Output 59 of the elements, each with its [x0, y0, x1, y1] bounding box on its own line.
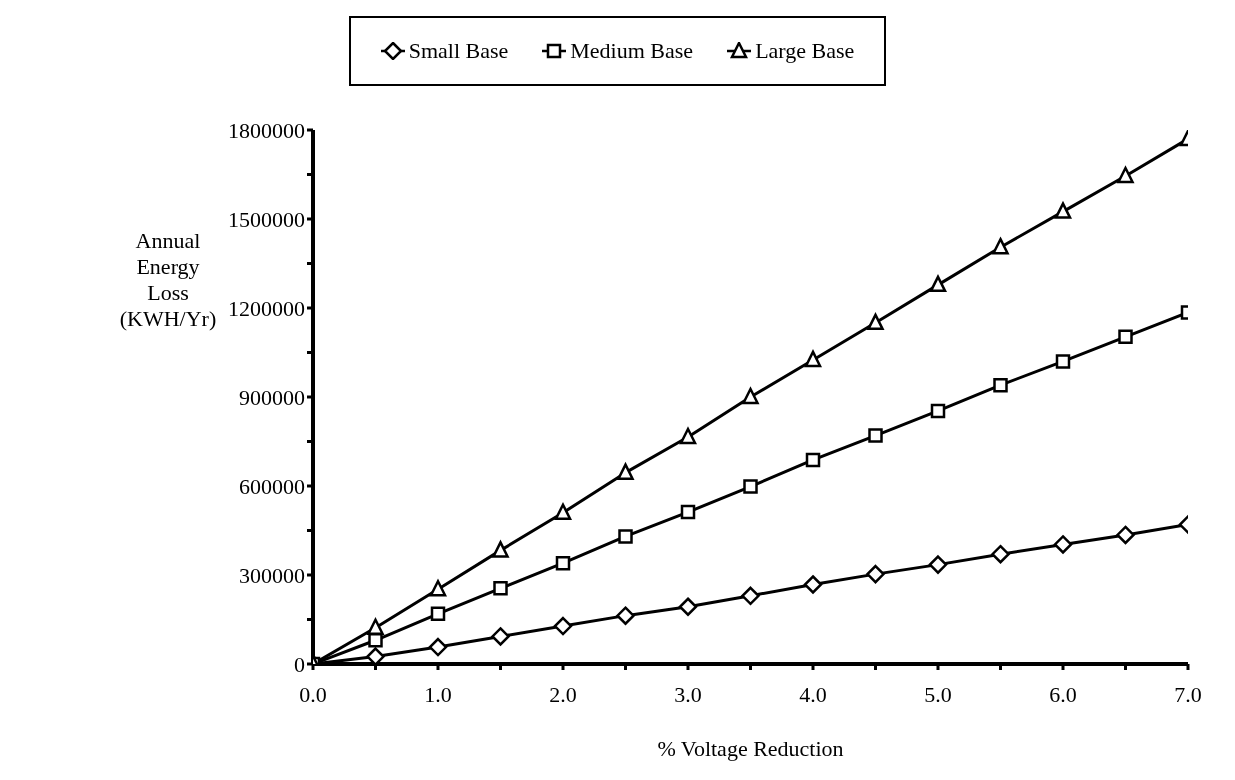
point [616, 606, 635, 625]
point [866, 564, 885, 584]
point [805, 452, 821, 468]
x-tick-label: 6.0 [1049, 681, 1077, 707]
point [743, 479, 758, 494]
point [1054, 202, 1072, 219]
legend-label: Medium Base [569, 38, 694, 64]
point [679, 427, 697, 445]
y-tick-label: 1500000 [228, 206, 305, 232]
point [618, 529, 633, 544]
point [991, 544, 1010, 564]
point [992, 237, 1009, 255]
x-tick-label: 2.0 [549, 681, 577, 707]
y-tick-label: 900000 [239, 384, 305, 410]
point [429, 579, 447, 597]
y-tick-label: 0 [294, 651, 305, 677]
point [1055, 354, 1071, 369]
point [428, 637, 448, 657]
point [1053, 535, 1073, 554]
x-tick-label: 0.0 [299, 681, 327, 707]
y-tick-label: 1200000 [228, 295, 305, 321]
y-tick-label: 300000 [239, 562, 305, 588]
point [555, 555, 571, 571]
point [803, 575, 823, 594]
x-axis-title: % Voltage Reduction [657, 736, 844, 761]
point [680, 504, 696, 520]
legend-label: Large Base [754, 38, 855, 64]
point [742, 387, 759, 405]
point [804, 350, 822, 368]
x-tick-label: 5.0 [924, 681, 952, 707]
point [678, 597, 698, 616]
point [930, 403, 946, 419]
x-tick-label: 1.0 [424, 681, 452, 707]
point [367, 618, 384, 636]
point [553, 616, 573, 636]
y-tick-label: 1800000 [228, 117, 305, 143]
point [368, 633, 383, 648]
point [492, 541, 509, 558]
point [430, 606, 446, 622]
point [868, 428, 883, 443]
point [554, 503, 572, 520]
x-tick-label: 7.0 [1174, 681, 1202, 707]
point [929, 275, 947, 293]
point [617, 463, 634, 480]
point [493, 581, 508, 596]
point [867, 313, 884, 331]
point [1117, 166, 1134, 184]
point [366, 647, 385, 664]
point [1116, 525, 1135, 545]
x-tick-label: 3.0 [674, 681, 702, 707]
point [741, 586, 760, 606]
legend-label: Small Base [407, 38, 509, 64]
x-tick-label: 4.0 [799, 681, 827, 707]
y-tick-label: 600000 [239, 473, 305, 499]
point [928, 555, 948, 574]
point [993, 377, 1008, 393]
point [491, 627, 510, 646]
y-axis-title: Annual Energy Loss (KWH/Yr) [118, 228, 218, 332]
point [1118, 329, 1133, 345]
